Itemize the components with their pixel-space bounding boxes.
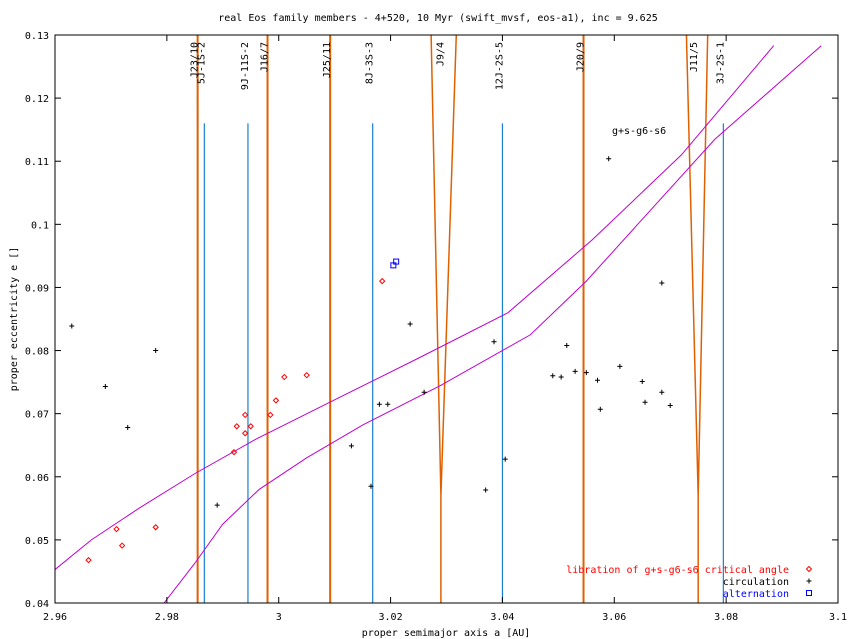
circulation-point	[421, 389, 427, 395]
x-axis-label: proper semimajor axis a [AU]	[362, 628, 531, 639]
legend-label: circulation	[723, 577, 789, 588]
alternation-point	[393, 258, 400, 265]
y-tick-label: 0.09	[25, 283, 49, 294]
resonance-label: J11/5	[689, 42, 700, 72]
x-tick-label: 2.96	[43, 612, 67, 623]
circulation-point	[153, 348, 159, 354]
libration-point	[281, 373, 288, 381]
circulation-point	[572, 368, 578, 374]
resonance-label: J25/11	[322, 42, 333, 78]
y-tick-label: 0.13	[25, 31, 49, 42]
legend-marker	[805, 565, 813, 573]
secular-resonance-curves	[55, 45, 822, 603]
circulation-point	[502, 456, 508, 462]
libration-point	[152, 524, 159, 531]
x-tick-label: 3.08	[714, 612, 738, 623]
legend-marker	[806, 590, 812, 596]
secular-resonance-lower-curve	[163, 45, 822, 603]
circulation-point	[69, 323, 75, 329]
circulation-point	[564, 343, 570, 349]
circulation-point	[558, 374, 564, 380]
libration-point	[113, 525, 120, 533]
x-tick-label: 3.04	[490, 612, 514, 623]
resonance-label: 3J-2S-1	[715, 42, 726, 84]
libration-point	[118, 542, 126, 549]
circulation-point	[102, 384, 108, 390]
libration-point	[303, 371, 310, 379]
libration-point	[230, 448, 238, 456]
secular-resonance-label: g+s-g6-s6	[612, 126, 666, 137]
circulation-point	[385, 401, 391, 407]
x-tick-label: 3.06	[602, 612, 626, 623]
resonance-label: J16/7	[260, 42, 271, 72]
circulation-point	[642, 399, 648, 405]
resonance-label: J23/10	[190, 42, 201, 78]
x-tick-label: 3.02	[379, 612, 403, 623]
y-tick-label: 0.11	[25, 157, 49, 168]
legend: libration of g+s-g6-s6 critical anglecir…	[566, 565, 813, 600]
circulation-point	[659, 389, 665, 395]
circulation-point	[407, 321, 413, 327]
libration-point	[272, 397, 280, 404]
y-tick-label: 0.08	[25, 347, 49, 358]
libration-point	[85, 556, 92, 564]
axes: 2.96 2.98 3 3.02 3.04 3.06 3.08 3.1 0.04 0.05 0.06…	[25, 31, 847, 623]
circulation-point	[483, 487, 489, 493]
resonance-label: 9J-11S-2	[240, 42, 251, 90]
circulation-point	[595, 377, 601, 383]
circulation-point	[617, 363, 623, 369]
resonance-label: J20/9	[576, 42, 587, 72]
y-tick-label: 0.07	[25, 410, 49, 421]
y-tick-label: 0.1	[31, 220, 49, 231]
circulation-point	[597, 406, 603, 412]
libration-point	[378, 277, 386, 285]
x-tick-label: 3	[276, 612, 282, 623]
y-tick-label: 0.06	[25, 473, 49, 484]
circulation-point	[583, 370, 589, 376]
resonance-label: 5J-1S-2	[196, 42, 207, 84]
y-tick-label: 0.04	[25, 599, 49, 610]
x-tick-label: 2.98	[155, 612, 179, 623]
circulation-point	[348, 443, 354, 449]
data-points	[69, 156, 673, 564]
jupiter-resonance-line	[430, 35, 458, 603]
y-axis-label: proper eccentricity e []	[9, 247, 20, 392]
libration-point	[233, 423, 240, 430]
chart-title: real Eos family members - 4+520, 10 Myr …	[218, 13, 658, 24]
plot-frame	[54, 34, 839, 604]
circulation-point	[214, 502, 220, 508]
circulation-point	[550, 373, 556, 379]
resonance-label: 12J-2S-5	[494, 42, 505, 90]
jupiter-resonance-line	[685, 35, 709, 603]
circulation-point	[639, 378, 645, 384]
resonance-label: J9/4	[436, 42, 447, 66]
legend-label: alternation	[723, 589, 789, 600]
y-tick-label: 0.12	[25, 94, 49, 105]
secular-resonance-upper-curve	[55, 45, 775, 570]
circulation-point	[368, 483, 374, 489]
legend-label: libration of g+s-g6-s6 critical angle	[566, 565, 789, 576]
circulation-point	[125, 425, 131, 431]
circulation-point	[667, 402, 673, 408]
resonance-label: 8J-3S-3	[365, 42, 376, 84]
libration-point	[241, 411, 249, 419]
circulation-point	[606, 156, 612, 162]
x-tick-label: 3.1	[829, 612, 847, 623]
libration-point	[241, 430, 249, 437]
y-tick-label: 0.05	[25, 536, 49, 547]
circulation-point	[491, 339, 497, 345]
libration-point	[267, 411, 274, 419]
libration-point	[247, 423, 254, 430]
circulation-point	[376, 401, 382, 407]
resonance-lines	[196, 35, 724, 603]
legend-marker	[806, 578, 812, 584]
circulation-point	[659, 280, 665, 286]
